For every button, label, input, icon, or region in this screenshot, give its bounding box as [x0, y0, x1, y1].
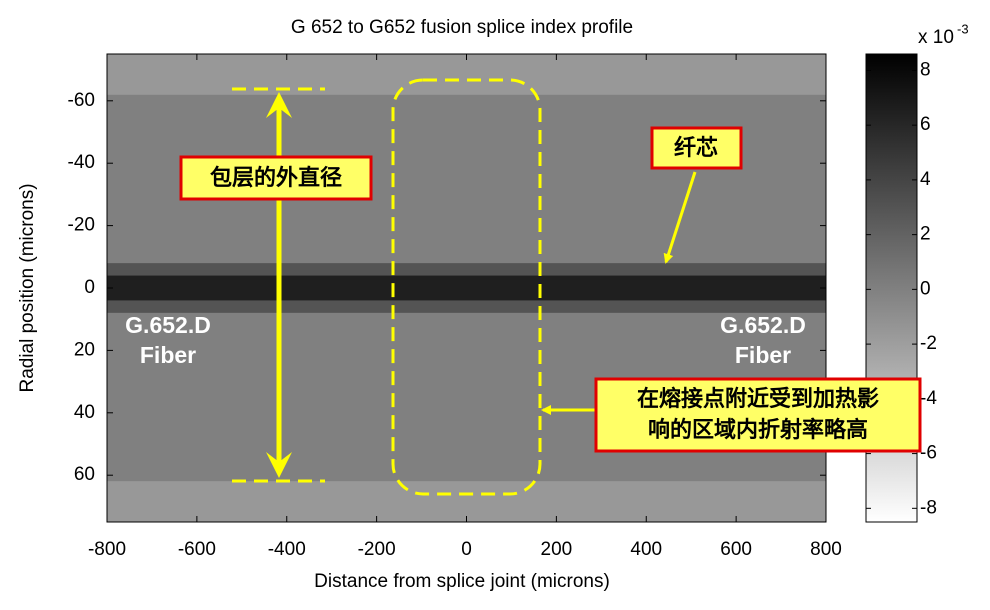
x-tick-label: 400: [630, 539, 662, 560]
annotation: 响的区域内折射率略高: [648, 417, 868, 442]
y-tick-label: 40: [74, 402, 95, 423]
annotation: 包层的外直径: [210, 165, 342, 190]
y-tick-label: 60: [74, 464, 95, 485]
x-tick-label: -200: [358, 539, 396, 560]
fiber-label: G.652.D: [125, 312, 211, 338]
colorbar-exponent: -3: [957, 21, 969, 36]
heated-zone-outline: [391, 78, 542, 496]
arrow: [663, 171, 697, 264]
label-box: [650, 126, 743, 170]
colorbar-tick-label: -8: [920, 497, 937, 518]
colorbar-tick-label: -6: [920, 443, 937, 464]
annotations: 包层的外直径 纤芯 在熔接点附近受到加热影 响的区域内折射率略高 G.652.D…: [125, 78, 922, 496]
heatmap-band: [107, 481, 826, 522]
fiber-label: Fiber: [735, 342, 791, 368]
x-tick-label: 800: [810, 539, 842, 560]
x-tick-label: -400: [268, 539, 306, 560]
heatmap-image: [107, 54, 826, 522]
heatmap-band: [107, 263, 826, 276]
heatmap-band: [107, 300, 826, 313]
heatmap-band: [107, 275, 826, 301]
label-box: [594, 377, 922, 453]
annotation: 在熔接点附近受到加热影: [637, 386, 879, 411]
fiber-label: G.652.D: [720, 312, 806, 338]
x-tick-label: -800: [88, 539, 126, 560]
fiber-label: Fiber: [140, 342, 196, 368]
x-tick-label: 600: [720, 539, 752, 560]
colorbar-tick-label: -4: [920, 388, 937, 409]
y-tick-label: -60: [68, 90, 95, 111]
y-axis-label: Radial position (microns): [17, 183, 38, 392]
y-tick-label: 0: [84, 277, 95, 298]
x-tick-label: 0: [461, 539, 472, 560]
y-tick-label: 20: [74, 339, 95, 360]
colorbar-tick-label: 8: [920, 59, 931, 80]
x-tick-label: -600: [178, 539, 216, 560]
colorbar-tick-label: 4: [920, 169, 931, 190]
y-tick-label: -40: [68, 152, 95, 173]
colorbar-multiplier: x 10: [918, 27, 954, 48]
y-tick-label: -20: [68, 215, 95, 236]
label-box: [179, 155, 373, 201]
colorbar-tick-label: -2: [920, 333, 937, 354]
chart-title: G 652 to G652 fusion splice index profil…: [291, 17, 633, 38]
x-axis-label: Distance from splice joint (microns): [314, 571, 610, 592]
colorbar-tick-label: 6: [920, 114, 931, 135]
x-tick-label: 200: [541, 539, 573, 560]
colorbar-tick-label: 0: [920, 278, 931, 299]
heatmap-band: [107, 54, 826, 95]
colorbar-tick-label: 2: [920, 224, 931, 245]
annotation: 纤芯: [674, 135, 718, 160]
